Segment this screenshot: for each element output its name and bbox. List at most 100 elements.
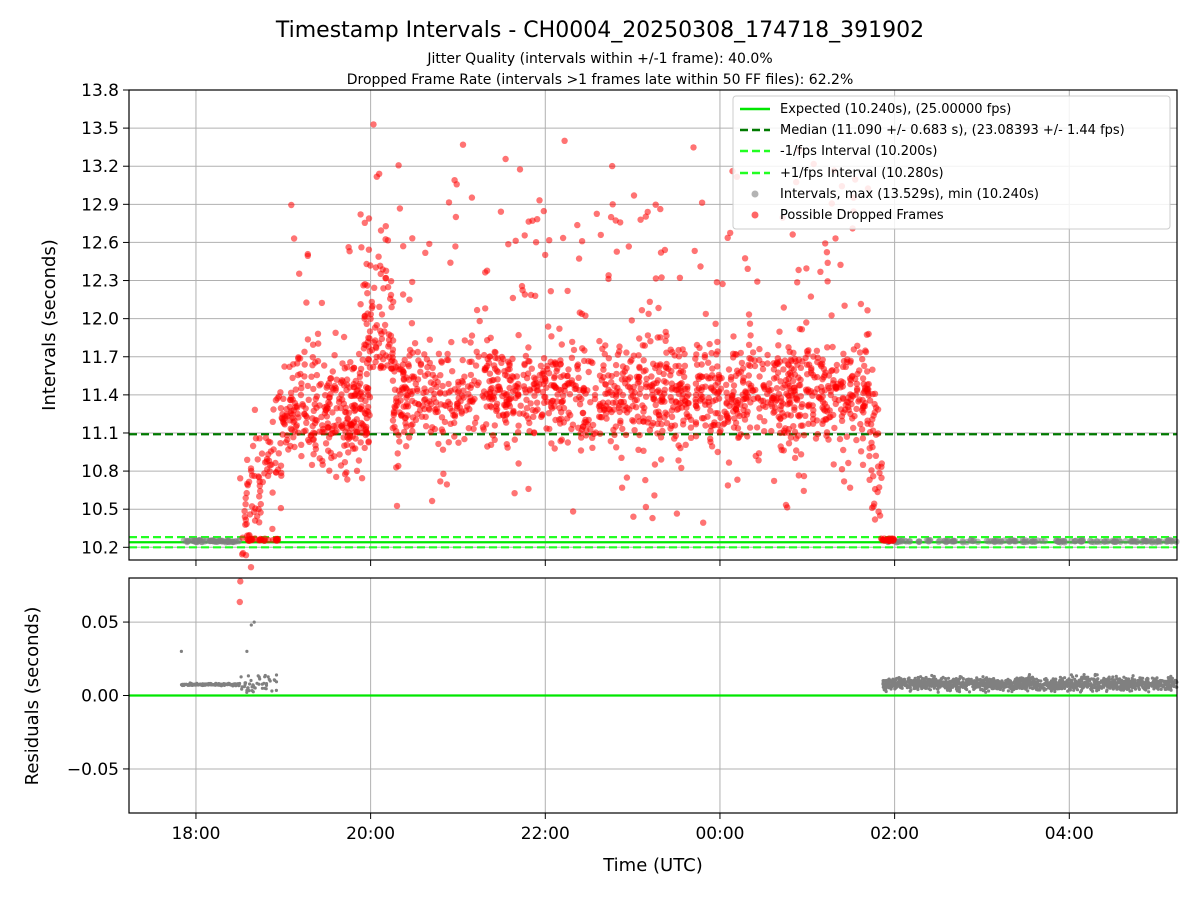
residuals-panel: −0.05 0.00 0.05 18:00 20:00 22:00 00:00 02:00 0… [22,577,1179,876]
dropped-point [732,419,740,427]
residuals-points [179,620,1179,695]
dropped-point [726,402,733,410]
residual-point [896,682,900,686]
residual-point [263,686,267,690]
residual-point [245,649,249,654]
dropped-point [382,267,390,274]
dropped-point [802,386,810,393]
dropped-point [797,376,804,383]
residual-point [1049,689,1053,693]
dropped-point [661,246,669,254]
residual-point [1091,689,1095,693]
dropped-point [700,519,707,526]
residual-point [965,678,969,682]
x-tick-label: 04:00 [1045,824,1094,844]
dropped-point [536,197,543,204]
intervals-panel: 10.2 10.5 10.8 11.1 11.4 11.7 12.0 12.3 12.6 12.9… [39,81,1180,606]
dropped-point [442,390,449,397]
dropped-point [405,434,413,441]
residual-point [1107,675,1111,679]
dropped-point [734,399,741,407]
dropped-point [459,356,466,364]
dropped-point [652,275,660,282]
dropped-point [745,311,753,318]
dropped-point [302,405,309,412]
dropped-point [340,400,347,407]
residual-point [1127,678,1131,682]
dropped-point [516,410,523,417]
dropped-point [551,445,558,452]
dropped-point [411,340,419,347]
residual-point [236,682,240,686]
residual-point [1052,686,1056,690]
dropped-point [358,419,365,427]
dropped-point [642,503,650,511]
dropped-point [557,420,564,427]
residual-point [1105,683,1109,688]
residual-point [272,678,276,682]
x-tick-label: 20:00 [346,824,395,844]
residual-point [1058,675,1062,679]
dropped-point [756,414,763,421]
residual-point [1020,686,1024,691]
dropped-point [304,382,311,390]
dropped-point [295,414,302,421]
dropped-point [428,387,435,394]
x-tick-label: 00:00 [695,824,744,844]
interval-point [1090,538,1098,546]
dropped-point [467,397,475,405]
dropped-point [547,288,554,295]
dropped-point [653,388,661,396]
residual-point [990,684,994,688]
residual-point [1137,686,1141,690]
residual-point [1007,679,1012,683]
dropped-point [458,377,466,385]
dropped-point [301,348,308,355]
dropped-point [506,360,513,367]
dropped-point [548,397,556,405]
dropped-point [438,426,445,433]
dropped-point [382,223,389,230]
residual-point [927,677,931,682]
dropped-point [391,358,398,366]
dropped-point [412,380,419,388]
residual-point [965,681,969,686]
dropped-point [553,398,561,405]
dropped-point [403,443,410,450]
dropped-point [800,432,808,439]
residual-point [1055,687,1060,691]
dropped-point [321,410,329,417]
dropped-point [612,361,620,369]
dropped-point [709,365,716,372]
dropped-point [593,210,600,217]
dropped-point [394,450,401,457]
dropped-point [846,484,854,491]
y-tick-label: 12.0 [81,310,119,330]
dropped-point [432,399,440,406]
residual-point [245,690,249,695]
dropped-point [612,217,619,224]
residual-point [939,677,943,681]
residual-point [1086,675,1090,679]
dropped-point [289,374,296,382]
dropped-point [453,400,461,407]
residual-point [936,690,940,694]
residual-point [1001,688,1005,692]
dropped-point [646,298,653,305]
residual-point [1083,684,1087,688]
dropped-point [564,439,571,446]
dropped-point [531,429,538,437]
dropped-point [651,492,658,499]
dropped-point [569,508,577,515]
dropped-point [281,363,288,370]
y-tick-label: 12.9 [81,195,119,215]
dropped-point [846,375,854,382]
residual-point [1082,673,1086,677]
dropped-point [751,362,759,370]
dropped-point [447,259,454,266]
dropped-point [790,349,797,356]
dropped-point [365,246,373,253]
dropped-point [770,393,777,400]
dropped-point [687,434,695,441]
dropped-point [565,409,572,416]
